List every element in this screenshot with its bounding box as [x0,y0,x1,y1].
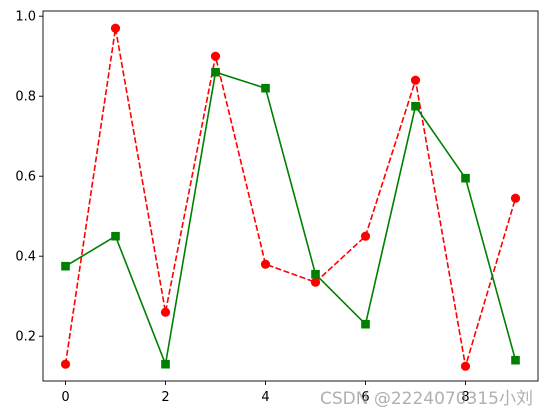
series-2-point [161,359,170,369]
series-2-point [411,101,420,111]
series-1-point [110,23,121,33]
series-2-point [311,269,320,279]
series-1-point [460,361,471,371]
series-1-point [60,359,71,369]
series-1-point [360,231,371,241]
y-tick-label: 0.4 [15,250,36,265]
series-1-point [310,277,321,287]
plot-frame [42,10,539,382]
series-2-point [461,173,470,183]
series-2-point [211,67,220,77]
series-1-point [260,259,271,269]
y-tick-label: 0.2 [15,330,36,345]
series-layer [60,23,521,371]
x-tick-label: 0 [61,390,69,405]
x-tick-label: 6 [361,390,369,405]
series-2-line [65,71,517,368]
y-tick-label: 0.6 [15,170,36,185]
series-1-point [410,75,421,85]
series-1-line [64,28,517,367]
series-1-point [160,307,171,317]
series-1-point [210,51,221,61]
series-2-point [261,83,270,93]
x-tick-label: 8 [461,390,469,405]
series-2-point [111,231,120,241]
axes-layer: 0 2 4 6 8 0.2 0.4 0.6 0.8 1.0 [15,10,539,405]
watermark-text: CSDN @2224070315小刘 [319,389,533,409]
series-2-point [361,319,370,329]
series-1-point [510,193,521,203]
series-2-point [511,355,520,365]
series-2-point [61,261,70,271]
x-tick-label: 2 [161,390,169,405]
y-tick-label: 1.0 [15,10,36,25]
x-tick-label: 4 [261,390,269,405]
y-tick-label: 0.8 [15,90,36,105]
